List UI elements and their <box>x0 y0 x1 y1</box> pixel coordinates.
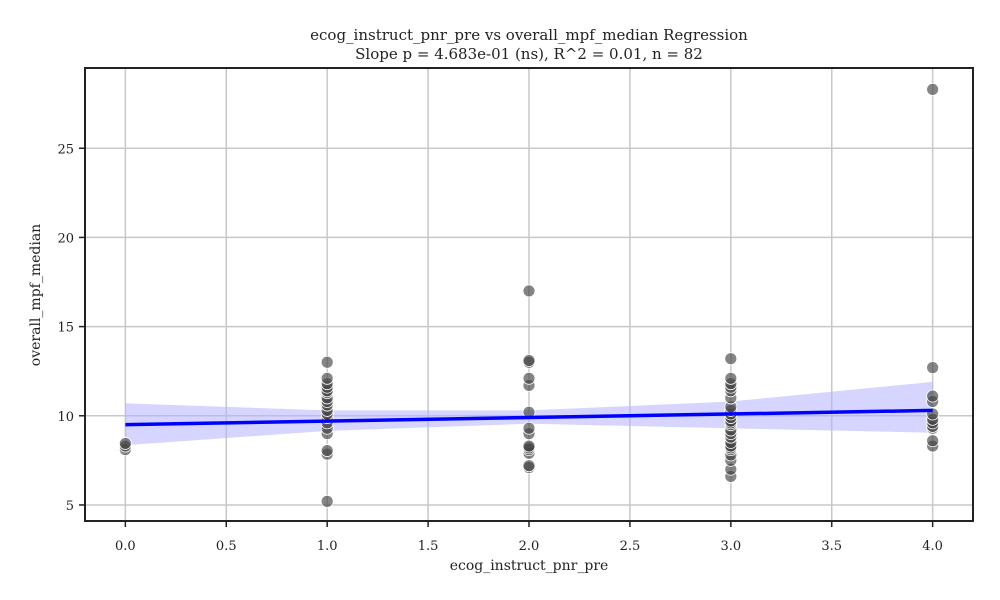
y-tick-label: 10 <box>57 410 74 425</box>
scatter-point <box>522 371 536 385</box>
regression-line-layer <box>125 408 933 427</box>
y-tick-label: 5 <box>66 499 74 514</box>
scatter-point <box>522 354 536 367</box>
scatter-point <box>522 459 536 473</box>
x-tick-label: 3.5 <box>821 539 842 554</box>
y-tick-label: 25 <box>57 142 74 157</box>
scatter-point <box>926 434 940 448</box>
chart-subtitle: Slope p = 4.683e-01 (ns), R^2 = 0.01, n … <box>355 45 703 63</box>
x-axis-ticks: 0.0 0.5 1.0 1.5 2.0 2.5 3.0 3.5 4.0 <box>115 521 943 554</box>
x-tick-label: 0.5 <box>216 539 237 554</box>
scatter-point <box>320 355 334 369</box>
scatter-point <box>522 284 536 298</box>
x-tick-label: 1.0 <box>317 539 338 554</box>
y-axis-ticks: 5 10 15 20 25 <box>57 142 85 514</box>
x-tick-label: 1.5 <box>418 539 439 554</box>
x-tick-label: 3.0 <box>720 539 741 554</box>
x-axis-label: ecog_instruct_pnr_pre <box>450 558 609 574</box>
scatter-point <box>926 361 940 375</box>
scatter-point <box>320 494 334 508</box>
scatter-point <box>926 389 940 403</box>
x-tick-label: 2.0 <box>519 539 540 554</box>
scatter-point <box>320 444 334 457</box>
x-tick-label: 2.5 <box>620 539 641 554</box>
scatter-point <box>926 83 940 96</box>
y-tick-label: 20 <box>57 231 74 246</box>
chart-title: ecog_instruct_pnr_pre vs overall_mpf_med… <box>310 26 748 44</box>
scatter-point <box>320 371 334 385</box>
scatter-point <box>724 352 738 366</box>
chart-title-group: ecog_instruct_pnr_pre vs overall_mpf_med… <box>310 26 748 63</box>
y-axis-label: overall_mpf_median <box>28 224 44 366</box>
x-tick-label: 0.0 <box>115 539 136 554</box>
scatter-point <box>724 371 738 385</box>
y-tick-label: 15 <box>57 321 74 336</box>
scatter-points <box>118 83 940 508</box>
scatter-point <box>522 421 536 435</box>
regression-line <box>125 408 933 427</box>
scatter-point <box>522 439 536 453</box>
x-tick-label: 4.0 <box>922 539 943 554</box>
scatter-point <box>118 437 132 450</box>
